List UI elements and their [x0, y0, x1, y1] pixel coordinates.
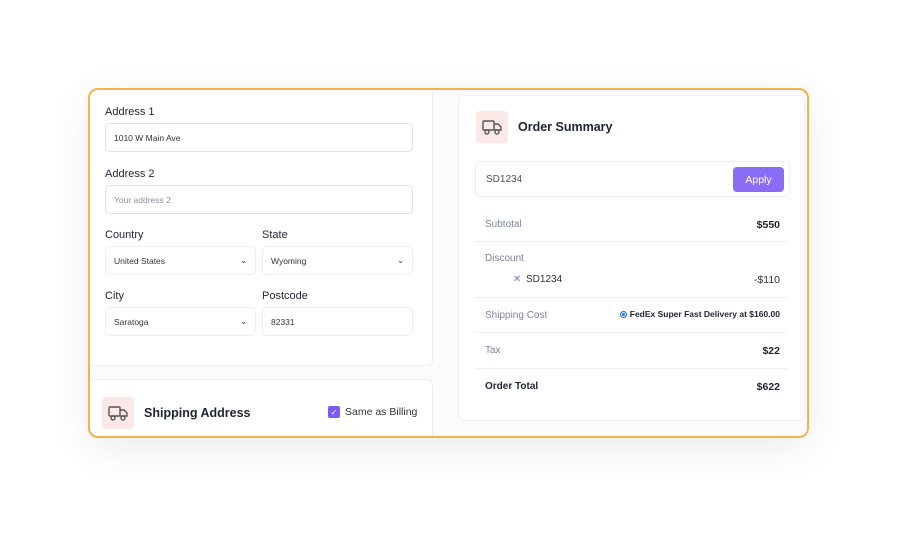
discount-label: Discount — [485, 253, 524, 264]
country-select[interactable]: United States ⌄ — [105, 246, 256, 275]
order-total-row: Order Total $622 — [475, 369, 788, 405]
address2-placeholder: Your address 2 — [114, 194, 171, 205]
city-value: Saratoga — [114, 316, 149, 327]
chevron-down-icon: ⌄ — [240, 256, 247, 265]
subtotal-label: Subtotal — [485, 219, 522, 230]
tax-row: Tax $22 — [475, 333, 788, 369]
truck-icon — [102, 397, 134, 429]
state-label: State — [262, 229, 288, 241]
address1-value: 1010 W Main Ave — [114, 132, 181, 143]
address2-label: Address 2 — [105, 168, 155, 180]
coupon-input[interactable]: SD1234 — [486, 174, 523, 185]
shipping-card: Shipping Address ✓ Same as Billing — [90, 379, 433, 436]
address1-input[interactable]: 1010 W Main Ave — [105, 123, 413, 152]
state-value: Wyoming — [271, 255, 307, 266]
subtotal-row: Subtotal $550 — [475, 199, 788, 242]
shipping-title: Shipping Address — [144, 406, 251, 420]
state-select[interactable]: Wyoming ⌄ — [262, 246, 413, 275]
billing-card: Address 1 1010 W Main Ave Address 2 Your… — [90, 90, 433, 366]
checkbox-checked-icon: ✓ — [328, 406, 340, 418]
city-label: City — [105, 290, 124, 302]
shipping-option-label: FedEx Super Fast Delivery at $160.00 — [629, 309, 780, 319]
postcode-value: 82331 — [271, 316, 295, 327]
apply-button[interactable]: Apply — [733, 167, 784, 192]
subtotal-value: $550 — [756, 219, 780, 231]
remove-discount-icon[interactable]: ✕ — [513, 274, 522, 285]
city-select[interactable]: Saratoga ⌄ — [105, 307, 256, 336]
coupon-field: SD1234 Apply — [475, 161, 790, 197]
discount-value: -$110 — [753, 274, 780, 286]
tax-value: $22 — [762, 345, 780, 357]
shipping-cost-label: Shipping Cost — [485, 310, 548, 321]
truck-icon — [476, 111, 508, 143]
order-summary-card: Order Summary SD1234 Apply Subtotal $550… — [458, 95, 805, 421]
address1-label: Address 1 — [105, 106, 155, 118]
postcode-label: Postcode — [262, 290, 308, 302]
address2-input[interactable]: Your address 2 — [105, 185, 413, 214]
country-label: Country — [105, 229, 144, 241]
same-as-billing-checkbox[interactable]: ✓ Same as Billing — [328, 406, 417, 418]
chevron-down-icon: ⌄ — [397, 256, 404, 265]
chevron-down-icon: ⌄ — [240, 317, 247, 326]
checkout-frame: Address 1 1010 W Main Ave Address 2 Your… — [88, 88, 809, 438]
tax-label: Tax — [485, 345, 501, 356]
discount-code: SD1234 — [526, 274, 563, 285]
same-as-billing-label: Same as Billing — [345, 406, 418, 418]
order-total-value: $622 — [756, 381, 780, 393]
order-summary-title: Order Summary — [518, 120, 613, 134]
shipping-option-radio[interactable]: FedEx Super Fast Delivery at $160.00 — [619, 309, 780, 319]
shipping-cost-row: Shipping Cost FedEx Super Fast Delivery … — [475, 298, 788, 333]
radio-selected-icon — [619, 310, 627, 318]
country-value: United States — [114, 255, 166, 266]
discount-row: Discount ✕ SD1234 -$110 — [475, 242, 788, 298]
postcode-input[interactable]: 82331 — [262, 307, 413, 336]
order-total-label: Order Total — [485, 381, 539, 392]
